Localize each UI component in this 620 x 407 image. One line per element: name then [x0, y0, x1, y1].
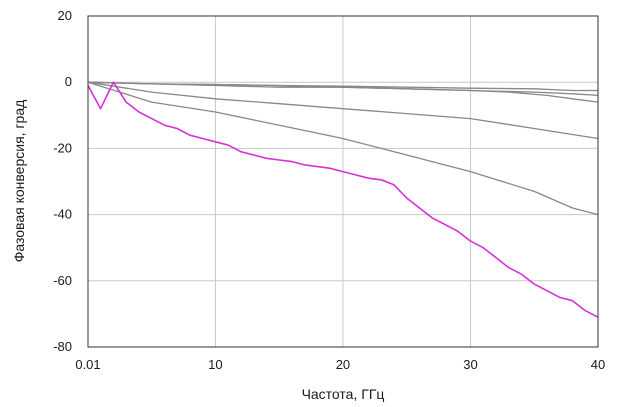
y-tick-label: 0 [65, 74, 72, 89]
x-tick-label: 30 [463, 357, 477, 372]
y-tick-label: 20 [58, 8, 72, 23]
grid [88, 16, 598, 347]
tick-labels: 0.01 10 20 30 40 -80 -60 -40 -20 0 20 [53, 8, 605, 372]
y-tick-label: -40 [53, 207, 72, 222]
series-line-3 [87, 81, 599, 103]
y-tick-label: -80 [53, 339, 72, 354]
y-tick-label: -20 [53, 140, 72, 155]
x-tick-label: 10 [208, 357, 222, 372]
y-axis-title: Фазовая конверсия, град [11, 100, 27, 263]
series-lines [87, 81, 599, 318]
plot-area-frame [87, 15, 599, 348]
x-tick-label: 40 [591, 357, 605, 372]
x-tick-label: 20 [336, 357, 350, 372]
x-axis-title: Частота, ГГц [302, 386, 385, 402]
series-line-highlight [87, 81, 599, 318]
x-tick-label: 0.01 [75, 357, 100, 372]
y-tick-label: -60 [53, 273, 72, 288]
series-line-4 [87, 81, 599, 140]
series-line-5 [87, 81, 599, 216]
